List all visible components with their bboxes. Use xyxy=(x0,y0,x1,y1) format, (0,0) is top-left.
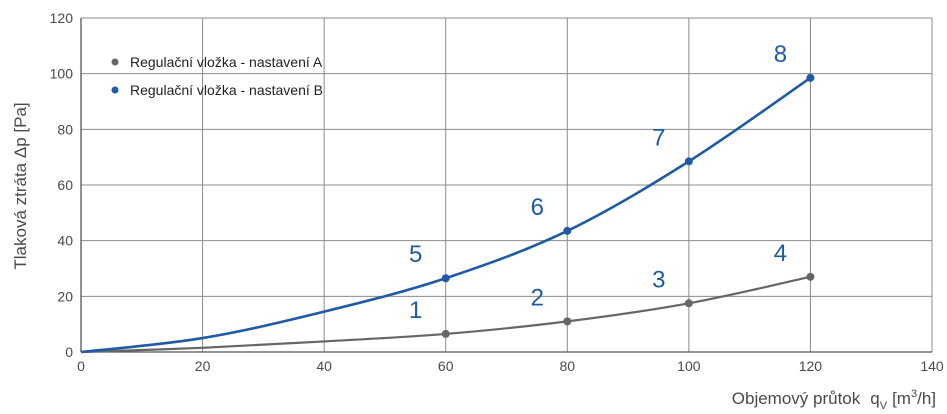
legend-marker-series-b xyxy=(111,86,119,94)
legend-marker-series-a xyxy=(111,58,119,66)
y-tick-label: 40 xyxy=(57,233,73,249)
point-label: 4 xyxy=(774,240,787,267)
x-tick-label: 80 xyxy=(559,358,575,374)
data-point xyxy=(563,317,572,326)
data-point xyxy=(684,157,693,166)
data-point xyxy=(684,299,693,308)
grid xyxy=(80,17,933,353)
y-tick-label: 120 xyxy=(50,10,74,26)
x-axis-title: Objemový průtok qV [m3/h] xyxy=(732,388,936,412)
x-tick-label: 40 xyxy=(316,358,332,374)
point-label: 5 xyxy=(409,241,422,268)
legend-label-series-b: Regulační vložka - nastavení B xyxy=(130,82,323,98)
data-point xyxy=(806,73,815,82)
x-tick-label: 20 xyxy=(195,358,211,374)
axes: 0 20 40 60 80 100 120 140 0 20 40 60 80 100 120 xyxy=(50,10,944,374)
y-tick-label: 20 xyxy=(57,288,73,304)
data-point xyxy=(441,274,450,283)
x-tick-label: 0 xyxy=(77,358,85,374)
point-label: 6 xyxy=(531,194,544,221)
y-tick-label: 100 xyxy=(50,66,74,82)
data-point xyxy=(806,272,815,281)
x-tick-label: 60 xyxy=(438,358,454,374)
legend: Regulační vložka - nastavení A Regulační… xyxy=(111,54,323,98)
y-tick-label: 80 xyxy=(57,121,73,137)
y-axis-title: Tlaková ztráta Δp [Pa] xyxy=(11,102,30,269)
series xyxy=(80,73,815,354)
data-point xyxy=(441,329,450,338)
legend-label-series-a: Regulační vložka - nastavení A xyxy=(130,54,323,70)
point-labels: 1 2 3 4 5 6 7 8 xyxy=(409,41,787,324)
x-tick-label: 140 xyxy=(920,358,944,374)
point-label: 2 xyxy=(531,284,544,311)
data-point xyxy=(563,226,572,235)
y-tick-label: 60 xyxy=(57,177,73,193)
point-label: 8 xyxy=(774,41,787,68)
x-tick-label: 100 xyxy=(677,358,701,374)
x-tick-label: 120 xyxy=(799,358,823,374)
point-label: 7 xyxy=(652,124,665,151)
y-tick-label: 0 xyxy=(65,344,73,360)
point-label: 1 xyxy=(409,297,422,324)
point-label: 3 xyxy=(652,266,665,293)
